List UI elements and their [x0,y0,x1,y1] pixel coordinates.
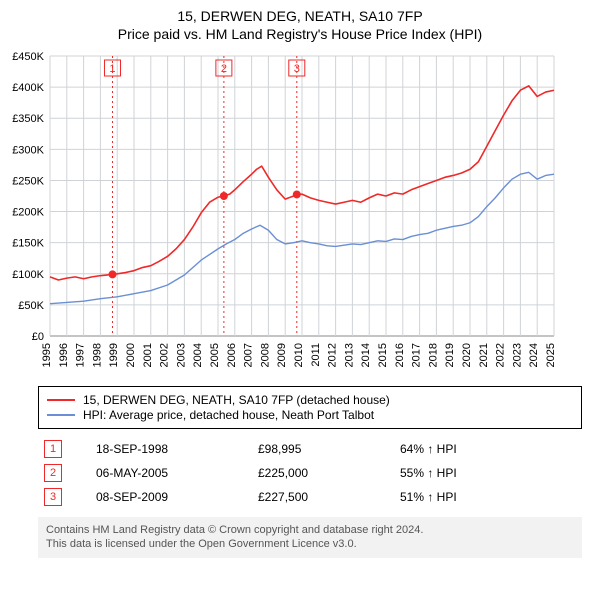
svg-text:2002: 2002 [159,343,171,367]
legend-swatch [47,399,75,401]
svg-text:2004: 2004 [192,343,204,367]
svg-text:£300K: £300K [12,144,44,156]
svg-text:2006: 2006 [226,343,238,367]
svg-text:2020: 2020 [461,343,473,367]
legend-item: 15, DERWEN DEG, NEATH, SA10 7FP (detache… [47,393,573,407]
svg-text:2008: 2008 [259,343,271,367]
svg-text:2025: 2025 [545,343,557,367]
table-row: 2 06-MAY-2005£225,00055% ↑ HPI [38,461,582,485]
svg-text:2014: 2014 [360,343,372,367]
event-price: £98,995 [252,437,394,461]
svg-text:1997: 1997 [75,343,87,367]
legend-item: HPI: Average price, detached house, Neat… [47,408,573,422]
event-price: £225,000 [252,461,394,485]
svg-text:1: 1 [109,63,115,75]
event-marker: 1 [44,440,62,458]
svg-text:2003: 2003 [175,343,187,367]
svg-text:£100K: £100K [12,269,44,281]
svg-text:2016: 2016 [394,343,406,367]
footer-line: Contains HM Land Registry data © Crown c… [46,523,574,537]
table-row: 3 08-SEP-2009£227,50051% ↑ HPI [38,485,582,509]
svg-text:3: 3 [294,63,300,75]
svg-text:2: 2 [221,63,227,75]
page-subtitle: Price paid vs. HM Land Registry's House … [4,26,596,42]
event-hpi-delta: 51% ↑ HPI [394,485,582,509]
svg-text:£400K: £400K [12,82,44,94]
svg-text:2024: 2024 [528,343,540,367]
legend-swatch [47,414,75,416]
legend-label: HPI: Average price, detached house, Neat… [83,408,374,422]
event-date: 06-MAY-2005 [90,461,252,485]
event-hpi-delta: 55% ↑ HPI [394,461,582,485]
event-number: 2 [38,461,90,485]
svg-text:2021: 2021 [478,343,490,367]
event-marker: 2 [44,464,62,482]
table-row: 1 18-SEP-1998£98,99564% ↑ HPI [38,437,582,461]
data-attribution: Contains HM Land Registry data © Crown c… [38,517,582,558]
svg-text:2023: 2023 [511,343,523,367]
svg-text:2000: 2000 [125,343,137,367]
svg-text:£350K: £350K [12,113,44,125]
legend-label: 15, DERWEN DEG, NEATH, SA10 7FP (detache… [83,393,390,407]
svg-text:2018: 2018 [427,343,439,367]
event-price: £227,500 [252,485,394,509]
event-marker: 3 [44,488,62,506]
footer-line: This data is licensed under the Open Gov… [46,537,574,551]
event-number: 1 [38,437,90,461]
price-chart: £0 £50K £100K £150K £200K £250K £300K £350K £400… [4,48,596,378]
svg-text:2015: 2015 [377,343,389,367]
svg-text:2010: 2010 [293,343,305,367]
svg-text:1998: 1998 [91,343,103,367]
svg-text:£250K: £250K [12,175,44,187]
svg-text:2012: 2012 [327,343,339,367]
event-hpi-delta: 64% ↑ HPI [394,437,582,461]
legend: 15, DERWEN DEG, NEATH, SA10 7FP (detache… [38,386,582,429]
svg-text:2013: 2013 [343,343,355,367]
svg-text:1999: 1999 [108,343,120,367]
svg-text:£150K: £150K [12,238,44,250]
svg-text:2007: 2007 [243,343,255,367]
svg-text:£0: £0 [32,331,44,343]
svg-text:£450K: £450K [12,51,44,63]
events-table: 1 18-SEP-1998£98,99564% ↑ HPI 2 06-MAY-2005… [38,437,582,509]
event-date: 18-SEP-1998 [90,437,252,461]
svg-text:2017: 2017 [411,343,423,367]
svg-text:2001: 2001 [142,343,154,367]
event-date: 08-SEP-2009 [90,485,252,509]
svg-text:£200K: £200K [12,207,44,219]
svg-text:2019: 2019 [444,343,456,367]
svg-text:1996: 1996 [58,343,70,367]
svg-text:£50K: £50K [18,300,44,312]
svg-text:2009: 2009 [276,343,288,367]
svg-text:2022: 2022 [495,343,507,367]
page-title: 15, DERWEN DEG, NEATH, SA10 7FP [4,8,596,24]
event-number: 3 [38,485,90,509]
svg-text:2011: 2011 [310,343,322,367]
svg-text:1995: 1995 [41,343,53,367]
svg-text:2005: 2005 [209,343,221,367]
